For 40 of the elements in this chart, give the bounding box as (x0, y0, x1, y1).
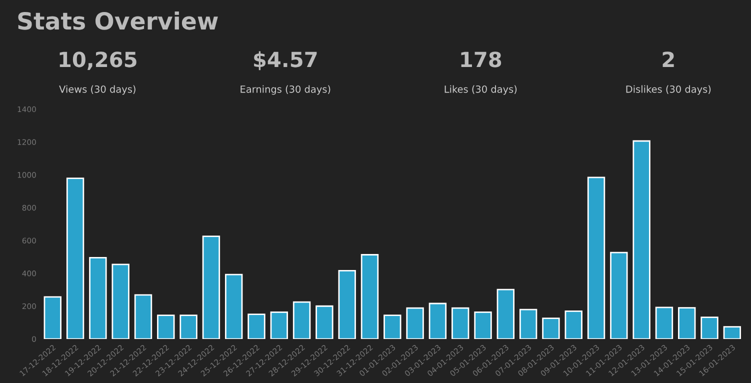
text: Earnings (30 days) (240, 85, 330, 95)
bar (700, 316, 718, 339)
bar (723, 326, 742, 339)
bar (632, 140, 650, 339)
bar (542, 318, 560, 339)
bar (89, 257, 107, 339)
bar (202, 236, 220, 339)
text: Likes (30 days) (444, 85, 517, 95)
bar (428, 302, 447, 339)
text: 2 (662, 52, 674, 68)
bar (360, 254, 379, 339)
bar (316, 305, 334, 339)
bar (248, 314, 266, 339)
chart-title: Stats Overview (18, 12, 218, 30)
bar (474, 312, 492, 339)
bar (180, 314, 198, 339)
bar (66, 178, 84, 339)
bar (678, 307, 696, 339)
bar (338, 270, 356, 339)
bar (610, 252, 628, 339)
text: $4.57 (254, 51, 317, 70)
bar (519, 308, 538, 339)
text: Views (30 days) (59, 85, 136, 95)
bar (224, 274, 243, 339)
bar (44, 296, 62, 339)
bar (496, 288, 515, 339)
text: Dislikes (30 days) (626, 85, 711, 95)
text: 10,265 (60, 52, 136, 70)
bar (452, 307, 470, 339)
bar (157, 314, 175, 339)
bar (292, 301, 311, 339)
bar (384, 314, 402, 339)
bar (134, 294, 152, 339)
bar (112, 264, 130, 339)
bar (587, 176, 606, 339)
bar (406, 307, 424, 339)
bar (655, 306, 674, 339)
bar (564, 310, 582, 339)
bar (270, 312, 288, 339)
text: 178 (461, 52, 502, 68)
